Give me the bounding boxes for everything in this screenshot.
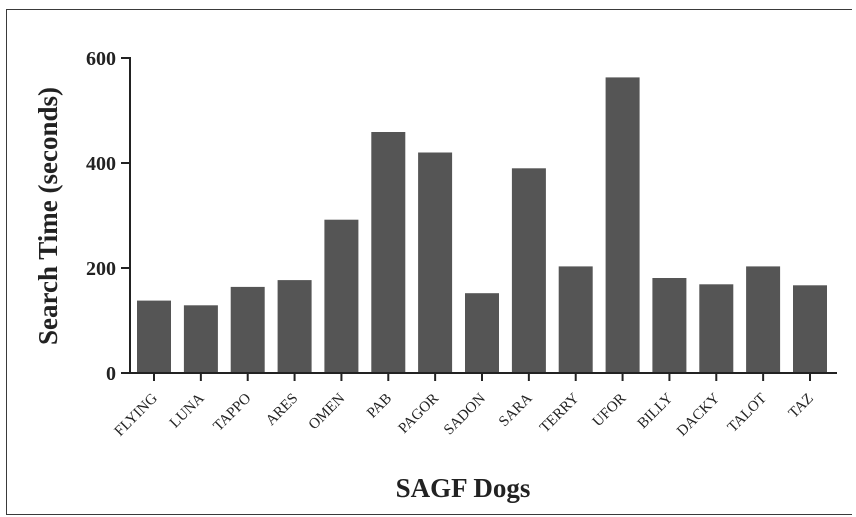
chart-frame [6,9,852,515]
x-tick-label-billy: BILLY [635,390,677,432]
x-tick-label-pab: PAB [364,391,395,422]
x-tick-label-terry: TERRY [537,390,583,436]
y-tick-label-400: 400 [86,153,116,175]
y-tick-label-0: 0 [106,363,116,385]
bar-terry [558,266,593,373]
y-tick-label-600: 600 [86,48,116,70]
y-tick-label-200: 200 [86,258,116,280]
bars-group [137,77,827,374]
bar-ares [277,280,312,373]
bar-tappo [230,286,265,373]
bar-pab [371,132,406,373]
bar-talot [746,266,781,373]
x-tick-label-pagor: PAGOR [396,391,442,437]
x-tick-label-talot: TALOT [725,391,770,436]
bar-taz [793,285,827,373]
bar-ufor [605,77,640,374]
bar-dacky [699,284,734,373]
x-tick-label-ares: ARES [263,391,301,429]
x-tick-label-sadon: SADON [441,390,489,438]
bar-omen [324,219,359,373]
x-tick-label-omen: OMEN [306,390,349,433]
x-tick-label-dacky: DACKY [674,390,723,439]
bar-sara [511,168,546,374]
x-tick-label-sara: SARA [496,390,536,430]
bar-flying [137,300,171,373]
bar-billy [652,278,687,373]
y-axis: 0 200 400 600 [86,48,131,385]
x-tick-label-ufor: UFOR [590,391,630,431]
bar-luna [183,305,218,373]
x-axis-title: SAGF Dogs [396,473,531,503]
x-tick-label-flying: FLYING [112,390,161,439]
bar-sadon [465,293,499,373]
x-tick-label-luna: LUNA [167,390,208,431]
y-axis-title: Search Time (seconds) [33,87,63,345]
x-tick-label-taz: TAZ [786,391,817,422]
x-tick-label-tappo: TAPPO [210,390,254,434]
bar-pagor [418,152,453,373]
